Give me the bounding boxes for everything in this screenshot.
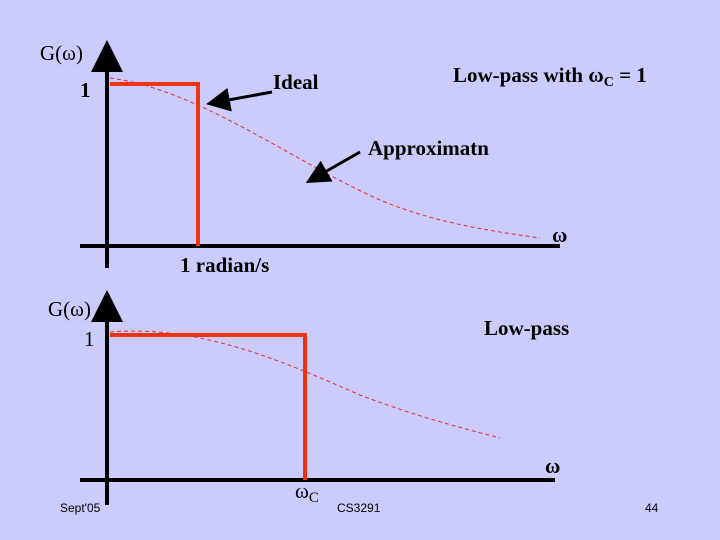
subscript: C xyxy=(309,490,319,506)
lowpass-label: Low-pass xyxy=(484,316,569,340)
cutoff-label: ωC xyxy=(295,479,319,506)
y-label: G(ω) xyxy=(40,41,83,65)
x-label: ω xyxy=(552,223,567,247)
ideal-label: Ideal xyxy=(273,70,319,94)
ideal-response xyxy=(110,333,307,480)
footer-page: 44 xyxy=(645,501,659,515)
y-level: 1 xyxy=(84,327,95,351)
lowpass-label: Low-pass with ωC = 1 xyxy=(453,63,647,90)
pointer-arrow xyxy=(206,87,273,112)
y-label: G(ω) xyxy=(48,297,91,321)
bottom-diagram: G(ω) 1 Low-pass ω ωC xyxy=(48,290,569,506)
approx-response xyxy=(109,330,501,439)
cutoff-label: 1 radian/s xyxy=(180,253,269,277)
x-label: ω xyxy=(545,454,560,478)
y-level: 1 xyxy=(80,78,91,102)
symbol: ω xyxy=(295,479,309,503)
footer-course: CS3291 xyxy=(337,501,381,515)
subscript: C xyxy=(604,75,614,90)
pointer-arrow xyxy=(305,150,361,183)
ideal-response xyxy=(110,82,200,246)
top-diagram: G(ω) 1 Ideal Low-pass with ωC = 1 Approx… xyxy=(40,40,647,277)
approx-label: Approximatn xyxy=(368,136,489,160)
label-text: Low-pass with ω xyxy=(453,63,604,87)
footer-date: Sept'05 xyxy=(60,501,101,515)
label-text: = 1 xyxy=(614,63,647,87)
